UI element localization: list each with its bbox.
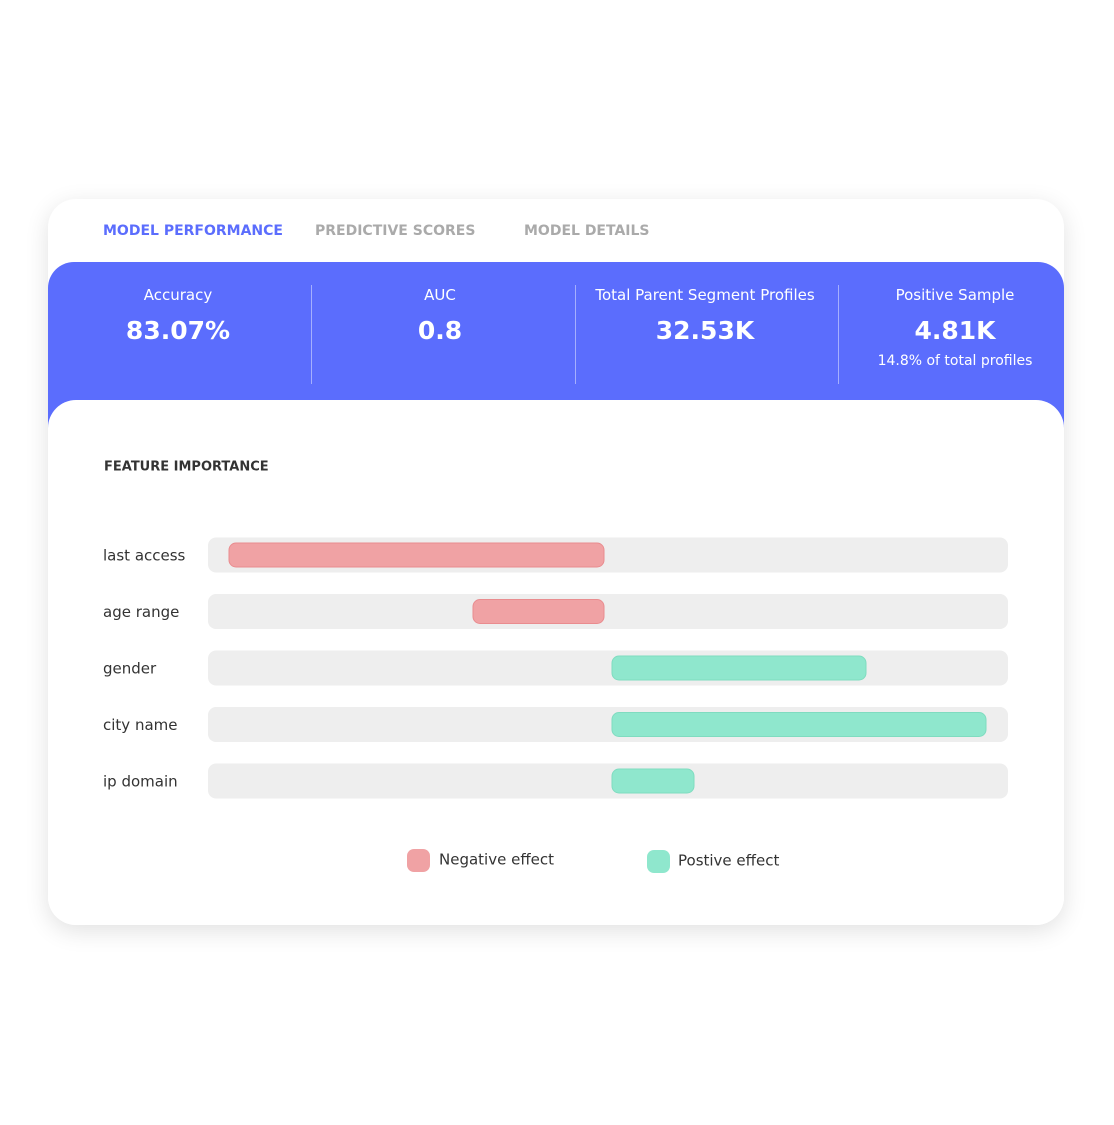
bar <box>611 712 987 737</box>
chart-title: FEATURE IMPORTANCE <box>104 460 269 475</box>
row-label: gender <box>103 660 157 678</box>
metric: AUC 0.8 <box>310 286 570 345</box>
metric-note: 14.8% of total profiles <box>877 353 1033 369</box>
track <box>208 763 1008 799</box>
track <box>208 594 1008 629</box>
metric-label: AUC <box>424 286 456 304</box>
row-label: ip domain <box>103 773 178 791</box>
tab[interactable]: MODEL DETAILS <box>524 223 650 239</box>
divider <box>838 285 839 384</box>
metric-label: Total Parent Segment Profiles <box>595 286 815 304</box>
metric: Positive Sample 4.81K 14.8% of total profi… <box>825 286 1064 369</box>
metric: Accuracy 83.07% <box>48 286 308 345</box>
legend-swatch <box>647 850 670 873</box>
bar <box>611 655 867 681</box>
metric-label: Accuracy <box>143 286 213 304</box>
legend-label: Negative effect <box>439 851 554 869</box>
metric: Total Parent Segment Profiles 32.53K <box>575 286 835 345</box>
row-label: city name <box>103 716 177 734</box>
divider <box>575 285 576 384</box>
row-label: last access <box>103 547 186 565</box>
legend-label: Postive effect <box>678 852 779 870</box>
legend-swatch <box>407 849 430 872</box>
divider <box>311 285 312 384</box>
metric-value: 0.8 <box>417 316 463 345</box>
tab[interactable]: PREDICTIVE SCORES <box>315 223 476 239</box>
metric-value: 83.07% <box>125 316 231 345</box>
row-label: age range <box>103 603 179 621</box>
metric-value: 32.53K <box>655 316 755 345</box>
bar <box>228 542 605 568</box>
metric-label: Positive Sample <box>895 286 1015 304</box>
tab[interactable]: MODEL PERFORMANCE <box>103 223 283 239</box>
bar <box>472 599 605 624</box>
bar <box>611 768 695 794</box>
track <box>208 650 1008 686</box>
metric-value: 4.81K <box>914 316 996 345</box>
